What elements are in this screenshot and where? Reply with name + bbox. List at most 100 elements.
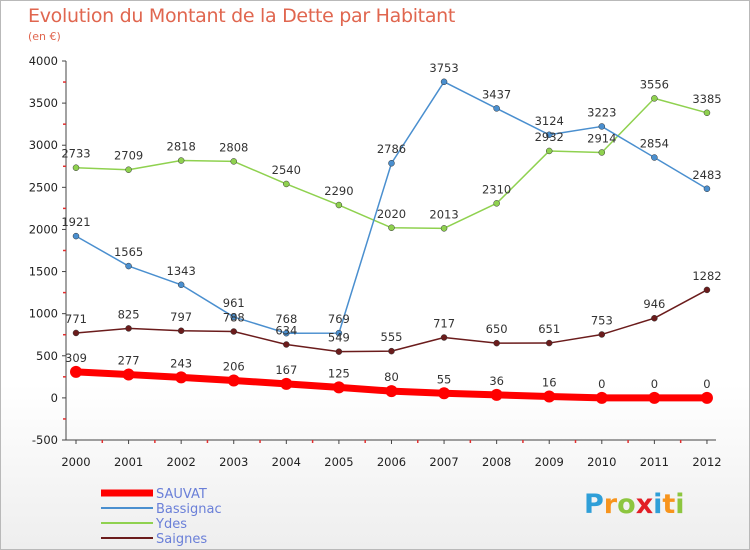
data-point-sauvat: [543, 390, 556, 403]
data-point-ydes: [598, 149, 606, 156]
y-tick-label: 2500: [29, 180, 58, 194]
data-label-saignes: 771: [65, 312, 87, 326]
y-tick-label: 1000: [29, 307, 58, 321]
data-label-saignes: 946: [643, 297, 665, 311]
data-label-sauvat: 0: [703, 377, 710, 391]
data-label-bassignac: 1343: [167, 264, 196, 278]
data-label-bassignac: 3223: [587, 105, 616, 119]
y-tick-label: 0: [51, 391, 58, 405]
data-label-sauvat: 243: [170, 356, 192, 370]
legend-label-sauvat: SAUVAT: [156, 487, 207, 502]
data-point-ydes: [335, 201, 343, 209]
data-point-saignes: [230, 328, 237, 335]
data-label-sauvat: 80: [384, 370, 399, 384]
data-point-ydes: [230, 158, 237, 165]
y-tick-label: 3500: [29, 96, 58, 110]
data-point-bassignac: [598, 123, 606, 130]
data-label-bassignac: 3437: [482, 87, 511, 101]
data-point-bassignac: [283, 329, 290, 337]
legend-label-bassignac: Bassignac: [156, 502, 222, 517]
data-point-saignes: [440, 334, 448, 341]
data-label-saignes: 651: [538, 322, 560, 336]
x-tick-label: 2009: [535, 455, 564, 469]
data-label-sauvat: 36: [489, 374, 504, 388]
data-label-ydes: 2914: [587, 131, 616, 145]
data-label-ydes: 2932: [535, 130, 564, 144]
proxiti-logo: Proxiti: [584, 489, 685, 520]
data-label-ydes: 2310: [482, 182, 511, 196]
logo-letter: i: [675, 489, 685, 520]
data-label-saignes: 1282: [692, 269, 721, 283]
data-labels: 309 277 243 206 167 125 80 55 36 16 0 0 0 1921 1565 134…: [61, 61, 721, 391]
data-label-saignes: 634: [275, 323, 297, 337]
data-point-bassignac: [493, 105, 500, 112]
data-label-bassignac: 1921: [61, 215, 90, 229]
data-label-saignes: 797: [170, 310, 192, 324]
data-label-bassignac: 3124: [535, 114, 564, 128]
logo-letter: P: [584, 489, 604, 520]
data-point-ydes: [388, 224, 395, 232]
x-tick-label: 2006: [377, 455, 406, 469]
data-point-ydes: [703, 109, 711, 117]
data-point-sauvat: [70, 365, 82, 378]
data-label-saignes: 825: [118, 307, 140, 321]
x-tick-label: 2000: [61, 455, 90, 469]
data-point-sauvat: [648, 391, 661, 404]
data-point-sauvat: [227, 374, 240, 387]
data-label-saignes: 717: [433, 317, 455, 331]
data-label-bassignac: 2854: [640, 137, 669, 151]
x-tick-label: 2007: [429, 455, 458, 469]
data-point-saignes: [125, 325, 132, 332]
logo-letter: o: [617, 489, 636, 520]
y-tick-label: 500: [36, 349, 58, 363]
data-label-saignes: 549: [328, 331, 350, 345]
y-tick-label: 3000: [29, 138, 58, 152]
data-label-saignes: 753: [591, 313, 613, 327]
data-point-sauvat: [700, 391, 713, 404]
x-tick-label: 2003: [219, 455, 248, 469]
data-point-bassignac: [72, 232, 80, 240]
data-label-ydes: 2540: [272, 163, 301, 177]
data-point-ydes: [440, 225, 448, 232]
data-label-ydes: 2013: [429, 207, 458, 221]
data-point-sauvat: [385, 385, 398, 398]
data-label-sauvat: 125: [328, 366, 350, 380]
data-point-saignes: [703, 286, 711, 294]
data-label-ydes: 2818: [167, 140, 196, 154]
data-label-ydes: 2733: [61, 147, 90, 161]
data-label-bassignac: 3753: [429, 61, 458, 75]
data-point-ydes: [493, 200, 500, 207]
y-tick-label: -500: [32, 433, 58, 447]
data-point-saignes: [72, 329, 80, 337]
data-point-bassignac: [440, 78, 448, 86]
data-label-sauvat: 167: [275, 363, 297, 377]
y-tick-label: 1500: [29, 265, 58, 279]
data-label-sauvat: 277: [118, 354, 140, 368]
data-label-ydes: 2290: [324, 184, 353, 198]
data-point-bassignac: [125, 262, 132, 270]
data-label-bassignac: 2786: [377, 142, 406, 156]
chart-subtitle: (en €): [28, 30, 61, 43]
data-point-sauvat: [175, 371, 188, 384]
data-label-sauvat: 0: [598, 377, 605, 391]
y-tick-label: 4000: [29, 54, 58, 68]
data-label-bassignac: 769: [328, 312, 350, 326]
series-lines: [70, 78, 713, 404]
data-label-saignes: 555: [381, 330, 403, 344]
data-point-sauvat: [490, 388, 503, 401]
data-point-saignes: [335, 348, 343, 355]
data-point-ydes: [545, 147, 553, 155]
data-point-bassignac: [177, 281, 185, 289]
x-tick-label: 2008: [482, 455, 511, 469]
data-point-saignes: [651, 314, 658, 322]
data-point-bassignac: [651, 154, 658, 161]
legend-label-ydes: Ydes: [155, 517, 187, 532]
data-point-saignes: [283, 341, 290, 348]
data-label-ydes: 2709: [114, 149, 143, 163]
data-point-ydes: [283, 180, 290, 188]
logo-letter: i: [653, 489, 663, 520]
data-point-sauvat: [438, 387, 451, 400]
data-label-sauvat: 55: [437, 372, 452, 386]
data-point-bassignac: [230, 313, 237, 321]
